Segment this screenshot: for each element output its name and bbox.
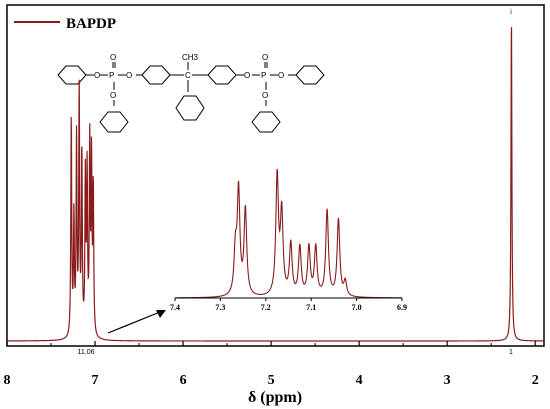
x-tick-label: 2 (532, 373, 539, 388)
svg-text:O: O (94, 71, 100, 80)
svg-text:O: O (244, 71, 250, 80)
x-tick-label: 6 (180, 373, 187, 388)
x-tick-label: 3 (444, 373, 451, 388)
inset-x-tick-label: 7.3 (215, 303, 225, 312)
x-tick-label: 4 (356, 373, 363, 388)
svg-text:P: P (261, 71, 266, 80)
integration-label-methyl: 1 (509, 349, 513, 356)
structure-ch3-label: CH3 (182, 53, 199, 62)
x-tick-label: 7 (92, 373, 99, 388)
inset-series-line (174, 168, 402, 299)
inset-x-tick-label: 7.2 (261, 303, 271, 312)
svg-text:O: O (110, 91, 116, 100)
x-tick-label: 5 (268, 373, 275, 388)
svg-text:C: C (185, 71, 191, 80)
chemical-structure-atoms: O P O O O C CH3 O P O O O (94, 53, 284, 100)
svg-text:O: O (262, 53, 268, 62)
plot-frame (6, 4, 545, 347)
legend: BAPDP (14, 16, 116, 32)
x-tick-label: 8 (4, 373, 11, 388)
inset-x-tick-label: 6.9 (397, 303, 407, 312)
integration-methyl: 1 (506, 345, 516, 356)
inset-x-tick-label: 7.1 (306, 303, 316, 312)
integration-aromatic: 11.06 (73, 345, 99, 356)
svg-text:P: P (109, 71, 114, 80)
x-axis: 8 7 6 5 4 3 2 (4, 341, 539, 388)
x-axis-title: δ (ppm) (248, 389, 302, 406)
inset-x-axis: 7.4 7.3 7.2 7.1 7.0 6.9 (170, 297, 407, 312)
svg-text:O: O (278, 71, 284, 80)
zoom-arrow (107, 310, 166, 334)
legend-label: BAPDP (66, 16, 116, 32)
svg-text:O: O (126, 71, 132, 80)
svg-text:O: O (110, 53, 116, 62)
inset-x-tick-label: 7.0 (352, 303, 362, 312)
series-line-bapdp (7, 27, 544, 342)
inset-spectrum (174, 168, 402, 299)
main-spectrum (7, 27, 544, 342)
peak-marker: i (510, 9, 512, 16)
integration-label-aromatic: 11.06 (78, 349, 95, 356)
chemical-structure (57, 62, 325, 133)
svg-text:O: O (262, 91, 268, 100)
inset-x-tick-label: 7.4 (170, 303, 180, 312)
